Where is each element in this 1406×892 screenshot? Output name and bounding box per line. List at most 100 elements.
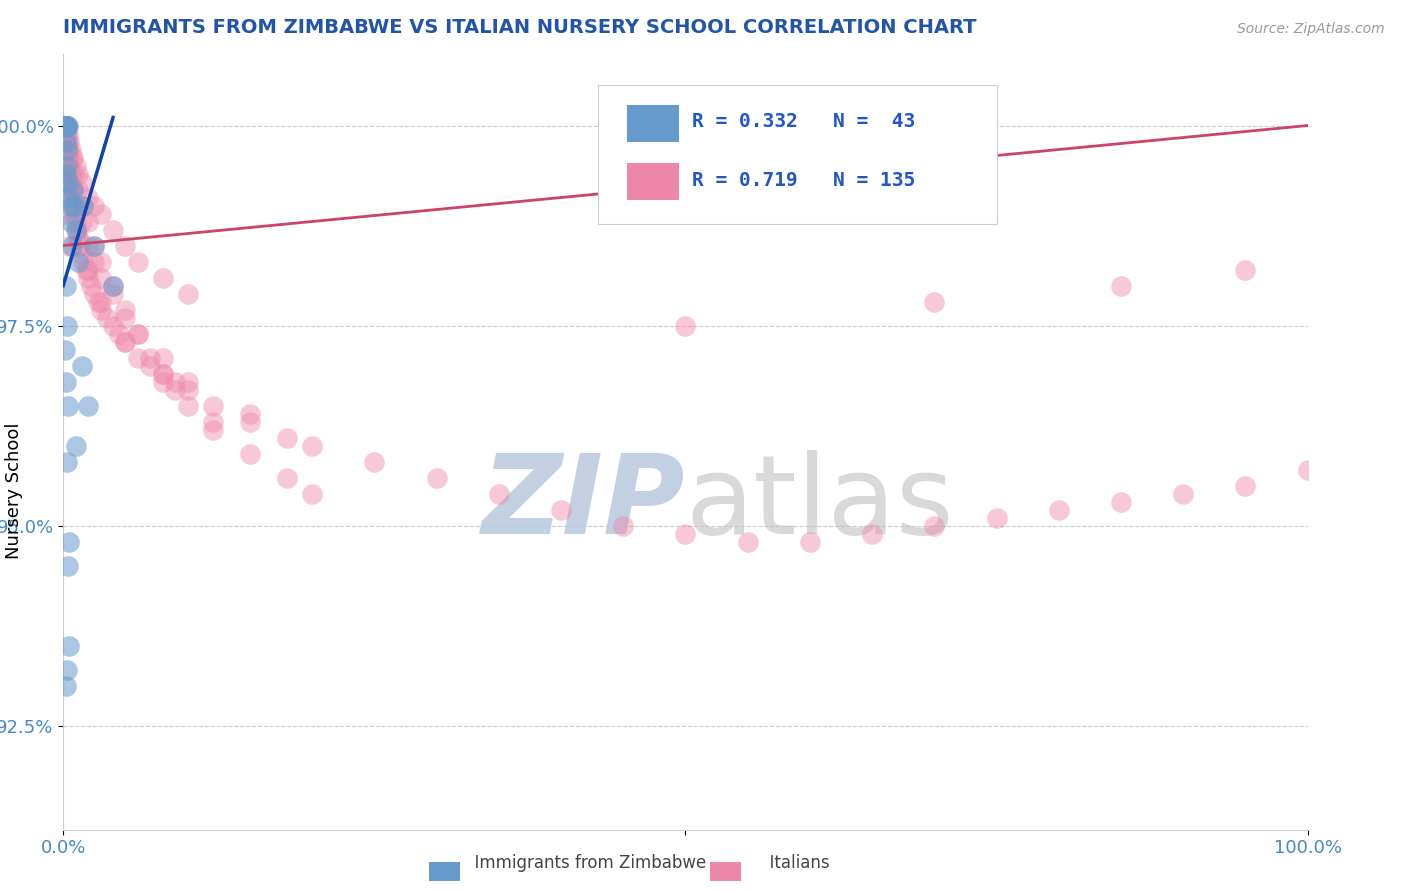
Point	[79, 278, 101, 293]
Point	[58, 127, 80, 141]
Point	[127, 351, 149, 365]
Point	[56, 318, 79, 333]
Point	[96, 310, 118, 325]
Point	[101, 278, 124, 293]
Point	[75, 262, 97, 277]
Point	[276, 431, 298, 445]
Point	[139, 351, 162, 365]
Bar	[710, 862, 741, 881]
Point	[87, 294, 110, 309]
Point	[301, 486, 323, 500]
FancyBboxPatch shape	[627, 104, 679, 142]
Point	[152, 351, 174, 365]
Point	[55, 167, 77, 181]
Point	[58, 159, 80, 173]
Point	[55, 135, 77, 149]
Point	[90, 302, 112, 317]
Point	[239, 446, 262, 460]
Point	[55, 375, 77, 389]
Point	[53, 119, 76, 133]
Point	[55, 135, 77, 149]
Text: Italians: Italians	[759, 855, 830, 872]
Point	[83, 286, 105, 301]
Point	[177, 375, 200, 389]
Point	[58, 135, 80, 149]
Text: Nursery School: Nursery School	[6, 422, 22, 559]
Point	[101, 222, 124, 236]
Text: Immigrants from Zimbabwe: Immigrants from Zimbabwe	[464, 855, 706, 872]
Point	[77, 270, 100, 285]
Point	[363, 454, 385, 468]
Point	[53, 119, 76, 133]
Point	[63, 206, 86, 220]
Point	[114, 310, 136, 325]
Point	[90, 254, 112, 268]
Point	[177, 286, 200, 301]
Point	[53, 119, 76, 133]
Point	[55, 119, 77, 133]
Point	[53, 159, 76, 173]
Point	[77, 238, 100, 252]
Point	[55, 127, 77, 141]
Point	[58, 167, 80, 181]
Point	[55, 182, 77, 196]
Point	[58, 143, 80, 157]
Point	[53, 119, 76, 133]
Point	[70, 175, 93, 189]
Text: R = 0.719   N = 135: R = 0.719 N = 135	[692, 170, 915, 189]
Point	[58, 399, 80, 413]
Point	[127, 254, 149, 268]
Point	[83, 238, 105, 252]
Point	[72, 198, 94, 212]
Point	[1173, 486, 1195, 500]
Point	[53, 119, 76, 133]
Point	[58, 558, 80, 573]
Point	[1234, 478, 1257, 492]
Point	[53, 119, 76, 133]
Point	[90, 294, 112, 309]
Point	[1109, 494, 1132, 508]
Point	[77, 262, 100, 277]
Point	[77, 190, 100, 204]
Point	[58, 639, 80, 653]
Point	[201, 415, 224, 429]
Point	[55, 278, 77, 293]
Point	[152, 375, 174, 389]
FancyBboxPatch shape	[627, 163, 679, 200]
Point	[58, 151, 80, 165]
Point	[83, 238, 105, 252]
Point	[799, 534, 821, 549]
Point	[55, 151, 77, 165]
Point	[58, 175, 80, 189]
Point	[152, 270, 174, 285]
Point	[675, 318, 697, 333]
Point	[114, 334, 136, 349]
Point	[58, 534, 80, 549]
Point	[66, 222, 89, 236]
Point	[65, 214, 87, 228]
Point	[58, 119, 80, 133]
Point	[59, 214, 82, 228]
Point	[60, 238, 83, 252]
Point	[59, 182, 82, 196]
Point	[63, 198, 86, 212]
Point	[53, 119, 76, 133]
Point	[1047, 502, 1070, 516]
Point	[56, 206, 79, 220]
Text: ZIP: ZIP	[482, 450, 686, 558]
Point	[70, 359, 93, 373]
Point	[101, 286, 124, 301]
Point	[67, 230, 90, 244]
Point	[1234, 262, 1257, 277]
Point	[1296, 462, 1319, 476]
Point	[127, 326, 149, 341]
Point	[56, 151, 79, 165]
Point	[77, 399, 100, 413]
Point	[276, 470, 298, 484]
Point	[62, 182, 84, 196]
Point	[83, 254, 105, 268]
Point	[56, 454, 79, 468]
Point	[56, 663, 79, 677]
Point	[60, 151, 83, 165]
Point	[239, 407, 262, 421]
